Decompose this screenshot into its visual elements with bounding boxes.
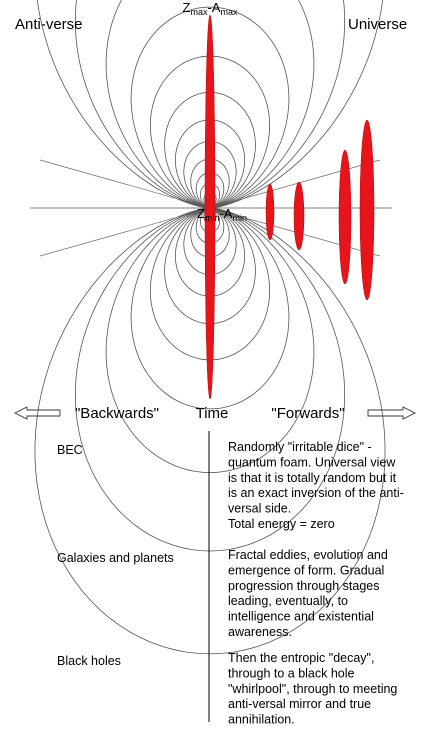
left-label: Anti-verse bbox=[15, 16, 83, 33]
table: BEC Randomly "irritable dice" -quantum fo… bbox=[57, 440, 404, 727]
row-text: leading, eventually, to bbox=[228, 594, 348, 608]
row-label: Black holes bbox=[57, 654, 121, 668]
field-loop bbox=[34, 207, 386, 655]
top-label: Zmax-Amax bbox=[183, 0, 238, 17]
row-text: awareness. bbox=[228, 625, 292, 639]
row-text: through to a black hole bbox=[228, 666, 355, 680]
label-part: min bbox=[232, 213, 247, 223]
row-text: quantum foam. Universal view bbox=[228, 455, 396, 469]
left-arrow bbox=[13, 406, 61, 420]
row-text: Randomly "irritable dice" - bbox=[228, 440, 372, 454]
field-loop bbox=[75, 0, 345, 209]
field-loop bbox=[130, 207, 290, 410]
row-text: progression through stages bbox=[228, 579, 379, 593]
field-loop bbox=[105, 0, 315, 209]
row-text: is that it is totally random but it bbox=[228, 471, 397, 485]
row-label: BEC bbox=[57, 443, 83, 457]
row-text: Total energy = zero bbox=[228, 517, 335, 531]
right-label: Universe bbox=[348, 16, 407, 33]
label-part: Z bbox=[197, 206, 205, 221]
forwards-label: "Forwards" bbox=[271, 405, 344, 422]
row-text: annihilation. bbox=[228, 713, 295, 727]
row-text: anti-versal mirror and true bbox=[228, 697, 371, 711]
field-loop bbox=[130, 6, 290, 209]
red-ellipse bbox=[204, 14, 216, 400]
red-ellipse bbox=[293, 181, 305, 251]
field-loop bbox=[75, 207, 345, 552]
time-label: Time bbox=[196, 405, 229, 422]
label-part: Z bbox=[183, 0, 191, 15]
red-ellipse bbox=[265, 183, 275, 241]
label-part: max bbox=[220, 7, 238, 17]
red-ellipse bbox=[338, 149, 352, 285]
label-part: max bbox=[190, 7, 208, 17]
row-text: emergence of form. Gradual bbox=[228, 563, 384, 577]
red-ellipse bbox=[359, 119, 375, 301]
backwards-label: "Backwards" bbox=[75, 405, 159, 422]
row-text: Then the entropic "decay", bbox=[228, 651, 374, 665]
label-part: min bbox=[205, 213, 220, 223]
field-loop bbox=[105, 207, 315, 474]
row-text: intelligence and existential bbox=[228, 610, 374, 624]
right-arrow bbox=[367, 406, 417, 420]
field-loop bbox=[36, 0, 384, 209]
row-text: "whirlpool", through to meeting bbox=[228, 682, 397, 696]
label-part: -A bbox=[219, 206, 232, 221]
row-text: is an exact inversion of the anti- bbox=[228, 486, 404, 500]
row-label: Galaxies and planets bbox=[57, 551, 174, 565]
row-text: versal side. bbox=[228, 502, 291, 516]
label-part: -A bbox=[207, 0, 220, 15]
center-label: Zmin-Amin bbox=[197, 206, 247, 223]
row-text: Fractal eddies, evolution and bbox=[228, 548, 388, 562]
